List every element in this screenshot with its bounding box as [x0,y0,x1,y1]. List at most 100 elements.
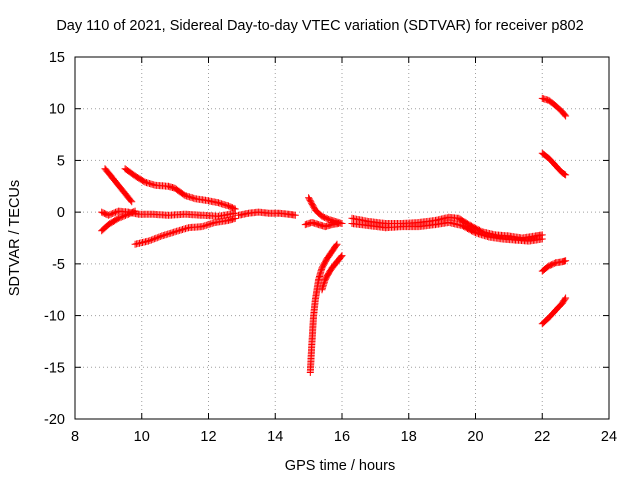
data-marker [562,171,570,179]
data-marker [562,257,570,265]
data-marker [538,235,546,243]
data-marker-run [558,169,568,178]
chart-title: Day 110 of 2021, Sidereal Day-to-day VTE… [56,18,584,34]
data-marker-run [311,206,325,219]
series-track-j [318,252,346,294]
y-tick-label: -10 [44,309,65,325]
data-marker [231,214,239,222]
y-tick-label: 15 [49,50,65,66]
data-marker-run [538,149,552,161]
data-marker-run [552,300,565,314]
data-marker-run [151,181,171,190]
data-marker-run [325,265,335,277]
data-marker [291,211,299,219]
data-marker-run [225,202,238,212]
data-marker-run [211,217,231,226]
data-marker-run [328,241,340,255]
data-marker-run [121,165,138,179]
data-marker-run [318,256,330,272]
data-marker-run [121,190,135,205]
data-marker-run [465,221,485,235]
data-marker-run [348,214,371,225]
y-tick-label: -5 [52,257,65,273]
data-marker-run [158,228,178,240]
y-tick-label: -20 [44,412,65,428]
data-marker-run [191,195,211,204]
data-marker-run [198,219,218,231]
data-marker-run [185,223,204,232]
data-marker-run [455,214,472,228]
x-axis-ticks: 8 10 12 14 16 18 20 22 24 [71,57,617,445]
series-track-f [235,208,299,219]
data-marker-run [458,222,478,236]
y-tick-label: 5 [57,153,65,169]
data-marker-run [552,102,565,115]
data-marker-run [215,210,238,220]
data-marker [128,198,136,206]
data-marker-run [306,339,316,376]
data-marker-run [104,215,121,229]
data-marker-run [308,313,317,345]
data-marker [131,207,139,215]
data-marker [333,240,341,248]
data-marker-run [321,270,332,283]
data-marker-run [114,181,128,196]
data-marker-run [131,172,148,185]
data-marker-run [318,212,331,223]
data-marker-run [545,259,558,270]
data-marker-run [108,173,121,188]
y-axis-ticks: 15 10 5 0 -5 -10 -15 -20 [44,50,609,428]
data-marker-run [545,154,559,169]
data-marker-run [328,261,338,272]
y-tick-label: 0 [57,205,65,221]
x-tick-label: 18 [401,429,417,445]
series-track-m [538,94,570,120]
data-marker-run [98,222,111,235]
x-tick-label: 20 [467,429,483,445]
data-marker-run [171,184,188,199]
data-marker-run [323,249,335,263]
data-marker-run [114,211,131,222]
data-marker-run [101,165,115,180]
data-marker-run [305,194,319,213]
x-tick-label: 14 [267,429,283,445]
x-tick-label: 24 [601,429,617,445]
series-track-l [348,219,546,245]
series-track-h [305,194,346,228]
data-marker-run [310,298,319,320]
series-track-i [306,240,341,376]
series-track-a [101,165,136,206]
data-marker-run [545,96,558,109]
x-tick-label: 10 [134,429,150,445]
data-marker [562,294,570,302]
data-marker-run [538,315,552,328]
x-tick-label: 16 [334,429,350,445]
data-marker-run [331,257,342,268]
data-marker-run [538,263,552,275]
y-axis-label: SDTVAR / TECUs [7,180,23,296]
series-track-e [131,214,239,248]
data-marker [338,220,346,228]
series-track-k [348,213,546,242]
data-marker-run [558,257,568,266]
x-tick-label: 12 [200,429,216,445]
data-marker [562,112,570,120]
series-track-o [538,257,570,275]
y-tick-label: 10 [49,102,65,118]
series-track-n [538,149,570,179]
x-tick-label: 22 [534,429,550,445]
series-track-d [98,207,139,235]
x-axis-label: GPS time / hours [285,458,395,474]
data-marker [338,252,346,260]
series-track-b [121,165,239,213]
x-tick-label: 8 [71,429,79,445]
data-marker-run [131,237,151,248]
data-marker-run [552,162,565,176]
series-track-p [538,294,570,328]
y-tick-label: -15 [44,360,65,376]
data-marker-run [545,307,559,322]
data-marker-run [558,295,569,307]
data-marker-run [124,208,138,218]
data-marker-run [311,277,322,304]
